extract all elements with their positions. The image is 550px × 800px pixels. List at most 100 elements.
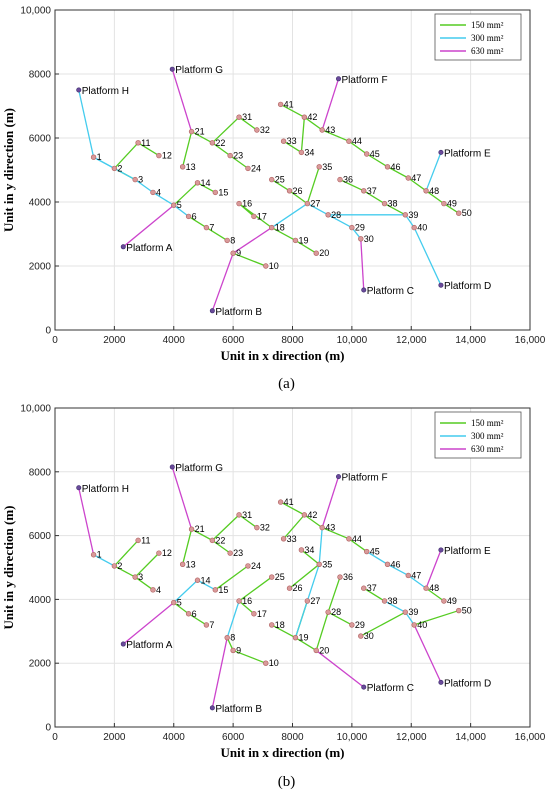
cable-150 [407,177,427,192]
y-tick-label: 2000 [29,262,52,273]
legend-box [434,411,522,459]
turbine-label: 29 [355,223,365,233]
platform-label: Platform G [175,463,223,474]
legend-label: 300 mm² [471,33,504,43]
cable-150 [206,227,228,241]
turbine-marker [185,611,192,617]
turbine-marker [269,224,275,231]
platform-marker [438,282,444,288]
turbine-label: 42 [307,112,317,122]
turbine-label: 21 [195,127,205,137]
cable-150 [271,624,296,639]
turbine-marker [313,250,319,256]
turbine-marker [269,176,275,183]
turbine-marker [441,200,447,207]
x-axis-title: Unit in x direction (m) [221,348,345,363]
turbine-label: 46 [391,559,401,569]
cable-150 [134,576,154,591]
turbine-label: 18 [275,223,285,233]
turbine-label: 49 [447,199,457,209]
x-tick-label: 10,000 [337,335,368,346]
turbine-label: 21 [195,524,205,534]
platform-marker [169,464,175,470]
y-tick-label: 4000 [29,595,52,606]
turbine-label: 36 [343,572,353,582]
platform-marker [361,684,367,690]
turbine-marker [245,563,251,569]
turbine-marker [405,175,411,181]
x-tick-label: 16,000 [515,335,546,346]
platform-marker [76,485,82,491]
turbine-label: 27 [310,596,320,606]
turbine-marker [90,154,97,160]
cable-150 [238,514,258,529]
turbine-label: 25 [275,175,285,185]
cable-300 [173,579,198,604]
x-tick-label: 12,000 [396,732,427,743]
platform-label: Platform H [82,484,129,495]
turbine-label: 25 [275,572,285,582]
x-tick-label: 2000 [103,335,126,346]
turbine-marker [236,512,242,518]
cable-150 [232,252,267,267]
turbine-marker [224,237,230,244]
turbine-label: 43 [325,125,335,135]
turbine-marker [358,633,364,639]
turbine-label: 1 [97,550,102,560]
turbine-label: 12 [162,151,172,161]
turbine-marker [251,611,257,617]
turbine-marker [227,550,233,556]
cable-630 [360,238,365,291]
turbine-label: 45 [370,149,380,159]
x-tick-label: 14,000 [455,335,486,346]
turbine-marker [254,127,260,133]
platform-marker [120,244,126,250]
turbine-marker [209,537,216,544]
turbine-label: 14 [201,178,211,188]
turbine-marker [316,164,322,170]
turbine-marker [269,574,275,580]
cable-300 [407,574,427,589]
turbine-label: 2 [117,163,122,173]
turbine-label: 39 [408,607,418,617]
turbine-label: 7 [209,223,214,233]
turbine-label: 50 [462,606,472,616]
turbine-label: 43 [325,523,335,533]
legend-label: 630 mm² [471,444,504,454]
platform-label: Platform D [444,678,491,689]
cable-150 [211,514,240,541]
turbine-label: 16 [242,199,252,209]
platform-label: Platform C [367,286,414,297]
platform-marker [169,66,175,72]
turbine-label: 27 [310,199,320,209]
turbine-label: 5 [177,598,182,608]
turbine-marker [171,599,177,606]
turbine-label: 3 [138,572,143,582]
cable-300 [197,579,216,591]
turbine-marker [405,572,411,579]
cable-150 [327,611,353,626]
turbine-marker [236,598,242,604]
turbine-marker [132,176,138,183]
cable-150 [295,239,317,254]
turbine-label: 8 [230,633,235,643]
turbine-marker [236,114,242,120]
legend-label: 150 mm² [471,20,504,30]
chart-panel-a: 0 2000 4000 6000 8000 10,000 12,000 14,000 16,00… [1,6,546,393]
cable-150 [211,116,240,144]
turbine-label: 23 [233,548,243,558]
turbine-label: 29 [355,620,365,630]
cable-150 [113,539,139,567]
x-tick-label: 0 [52,732,58,743]
turbine-label: 49 [447,596,457,606]
turbine-label: 15 [218,585,228,595]
turbine-label: 24 [251,163,261,173]
turbine-marker [245,165,251,172]
turbine-label: 11 [141,138,150,148]
turbine-label: 20 [319,645,329,655]
turbine-marker [188,128,195,135]
platform-marker [209,705,215,711]
turbine-label: 16 [242,596,252,606]
cable-150 [348,538,368,553]
turbine-marker [337,176,343,183]
